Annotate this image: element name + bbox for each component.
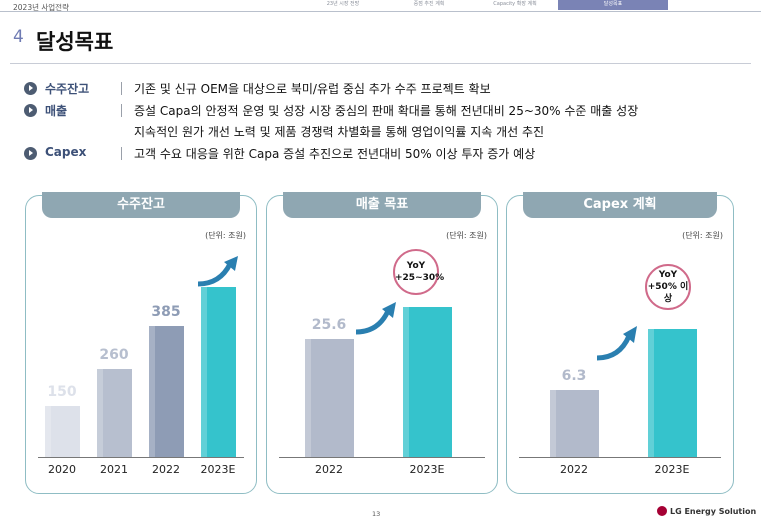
section-number: 4 xyxy=(13,27,24,47)
bullet-order-backlog: 수주잔고 기존 및 신규 OEM을 대상으로 북미/유럽 중심 추가 수주 프로… xyxy=(24,80,744,102)
x-tick-label: 2022 xyxy=(560,463,588,476)
capex-plan-panel: Capex 계획 (단위: 조원) YoY +50% 이상 6.3 2022 2… xyxy=(506,192,734,494)
x-tick-label: 2020 xyxy=(48,463,76,476)
bullet-text: 증설 Capa의 안정적 운영 및 성장 시장 중심의 판매 확대를 통해 전년… xyxy=(134,104,639,118)
data-label-2021: 260 xyxy=(99,346,129,363)
chart-baseline xyxy=(279,457,485,458)
title-divider xyxy=(10,63,751,64)
x-tick-label: 2023E xyxy=(409,463,445,476)
bullet-separator xyxy=(121,147,122,160)
section-label: 2023년 사업전략 xyxy=(13,3,69,12)
bullet-label: 매출 xyxy=(45,104,68,118)
bullet-sales: 매출 증설 Capa의 안정적 운영 및 성장 시장 중심의 판매 확대를 통해… xyxy=(24,102,744,145)
bar-2020 xyxy=(44,406,80,457)
growth-arrow-icon xyxy=(197,256,238,287)
bar-2022 xyxy=(148,326,184,457)
play-circle-icon xyxy=(24,147,37,160)
bullet-text: 기존 및 신규 OEM을 대상으로 북미/유럽 중심 추가 수주 프로젝트 확보 xyxy=(134,82,491,96)
nav-tab-targets[interactable]: 달성목표 xyxy=(558,0,668,10)
growth-arrow-icon xyxy=(596,326,637,361)
play-circle-icon xyxy=(24,82,37,95)
sales-target-panel: 매출 목표 (단위: 조원) YoY +25~30% 25.6 2022 202… xyxy=(266,192,498,494)
bar-2022 xyxy=(304,339,354,457)
bullet-separator xyxy=(121,104,122,117)
nav-tab-capacity-plan[interactable]: Capacity 확장 계획 xyxy=(493,1,537,7)
bar-2023e xyxy=(200,287,236,457)
page-title: 달성목표 xyxy=(36,30,114,54)
top-divider xyxy=(0,11,761,12)
bullet-text: 고객 수요 대응을 위한 Capa 증설 추진으로 전년대비 50% 이상 투자… xyxy=(134,147,536,161)
yoy-label: YoY xyxy=(406,261,426,271)
nav-tab-key-plans[interactable]: 중점 추진 계획 xyxy=(413,1,445,7)
bar-2021 xyxy=(96,368,132,457)
bar-2023e xyxy=(402,307,452,457)
bar-2023e xyxy=(647,329,697,457)
data-label-2022: 385 xyxy=(151,304,181,321)
page-number: 13 xyxy=(372,510,381,518)
bar-2022 xyxy=(549,390,599,457)
yoy-value: +50% 이상 xyxy=(647,282,689,304)
summary-bullets: 수주잔고 기존 및 신규 OEM을 대상으로 북미/유럽 중심 추가 수주 프로… xyxy=(24,80,744,167)
nav-tabs: 23년 시장 전망 중점 추진 계획 Capacity 확장 계획 달성목표 xyxy=(300,0,668,10)
lg-logo-icon xyxy=(657,506,667,516)
bullet-separator xyxy=(121,82,122,95)
data-label-2020: 150 xyxy=(47,384,77,400)
panel-title: 수주잔고 xyxy=(42,192,240,218)
chart-baseline xyxy=(519,457,721,458)
growth-arrow-icon xyxy=(355,302,396,335)
x-tick-label: 2021 xyxy=(100,463,128,476)
data-label-2022: 25.6 xyxy=(311,317,347,334)
yoy-value: +25~30% xyxy=(395,273,445,283)
bullet-label: Capex xyxy=(45,145,87,159)
unit-note: (단위: 조원) xyxy=(205,231,246,240)
x-tick-label: 2023E xyxy=(200,463,236,476)
x-tick-label: 2022 xyxy=(152,463,180,476)
yoy-badge: YoY +50% 이상 xyxy=(645,264,691,310)
logo-text: LG Energy Solution xyxy=(670,506,757,516)
data-label-2022: 6.3 xyxy=(561,368,587,385)
unit-note: (단위: 조원) xyxy=(446,231,487,240)
x-tick-label: 2023E xyxy=(654,463,690,476)
panel-title: Capex 계획 xyxy=(523,192,717,218)
nav-tab-market-outlook[interactable]: 23년 시장 전망 xyxy=(326,1,360,7)
play-circle-icon xyxy=(24,104,37,117)
panel-title: 매출 목표 xyxy=(283,192,481,218)
yoy-label: YoY xyxy=(658,270,678,280)
top-bar: 2023년 사업전략 23년 시장 전망 중점 추진 계획 Capacity 확… xyxy=(0,0,761,12)
unit-note: (단위: 조원) xyxy=(682,231,723,240)
yoy-badge: YoY +25~30% xyxy=(393,249,445,295)
x-tick-label: 2022 xyxy=(315,463,343,476)
bullet-capex: Capex 고객 수요 대응을 위한 Capa 증설 추진으로 전년대비 50%… xyxy=(24,145,744,167)
bullet-label: 수주잔고 xyxy=(45,82,90,96)
bullet-text: 지속적인 원가 개선 노력 및 제품 경쟁력 차별화를 통해 영업이익률 지속 … xyxy=(134,125,545,139)
lg-logo: LG Energy Solution xyxy=(657,506,756,516)
order-backlog-panel: 수주잔고 (단위: 조원) 150 260 385 2020 2021 2022… xyxy=(25,192,257,494)
chart-baseline xyxy=(38,457,244,458)
